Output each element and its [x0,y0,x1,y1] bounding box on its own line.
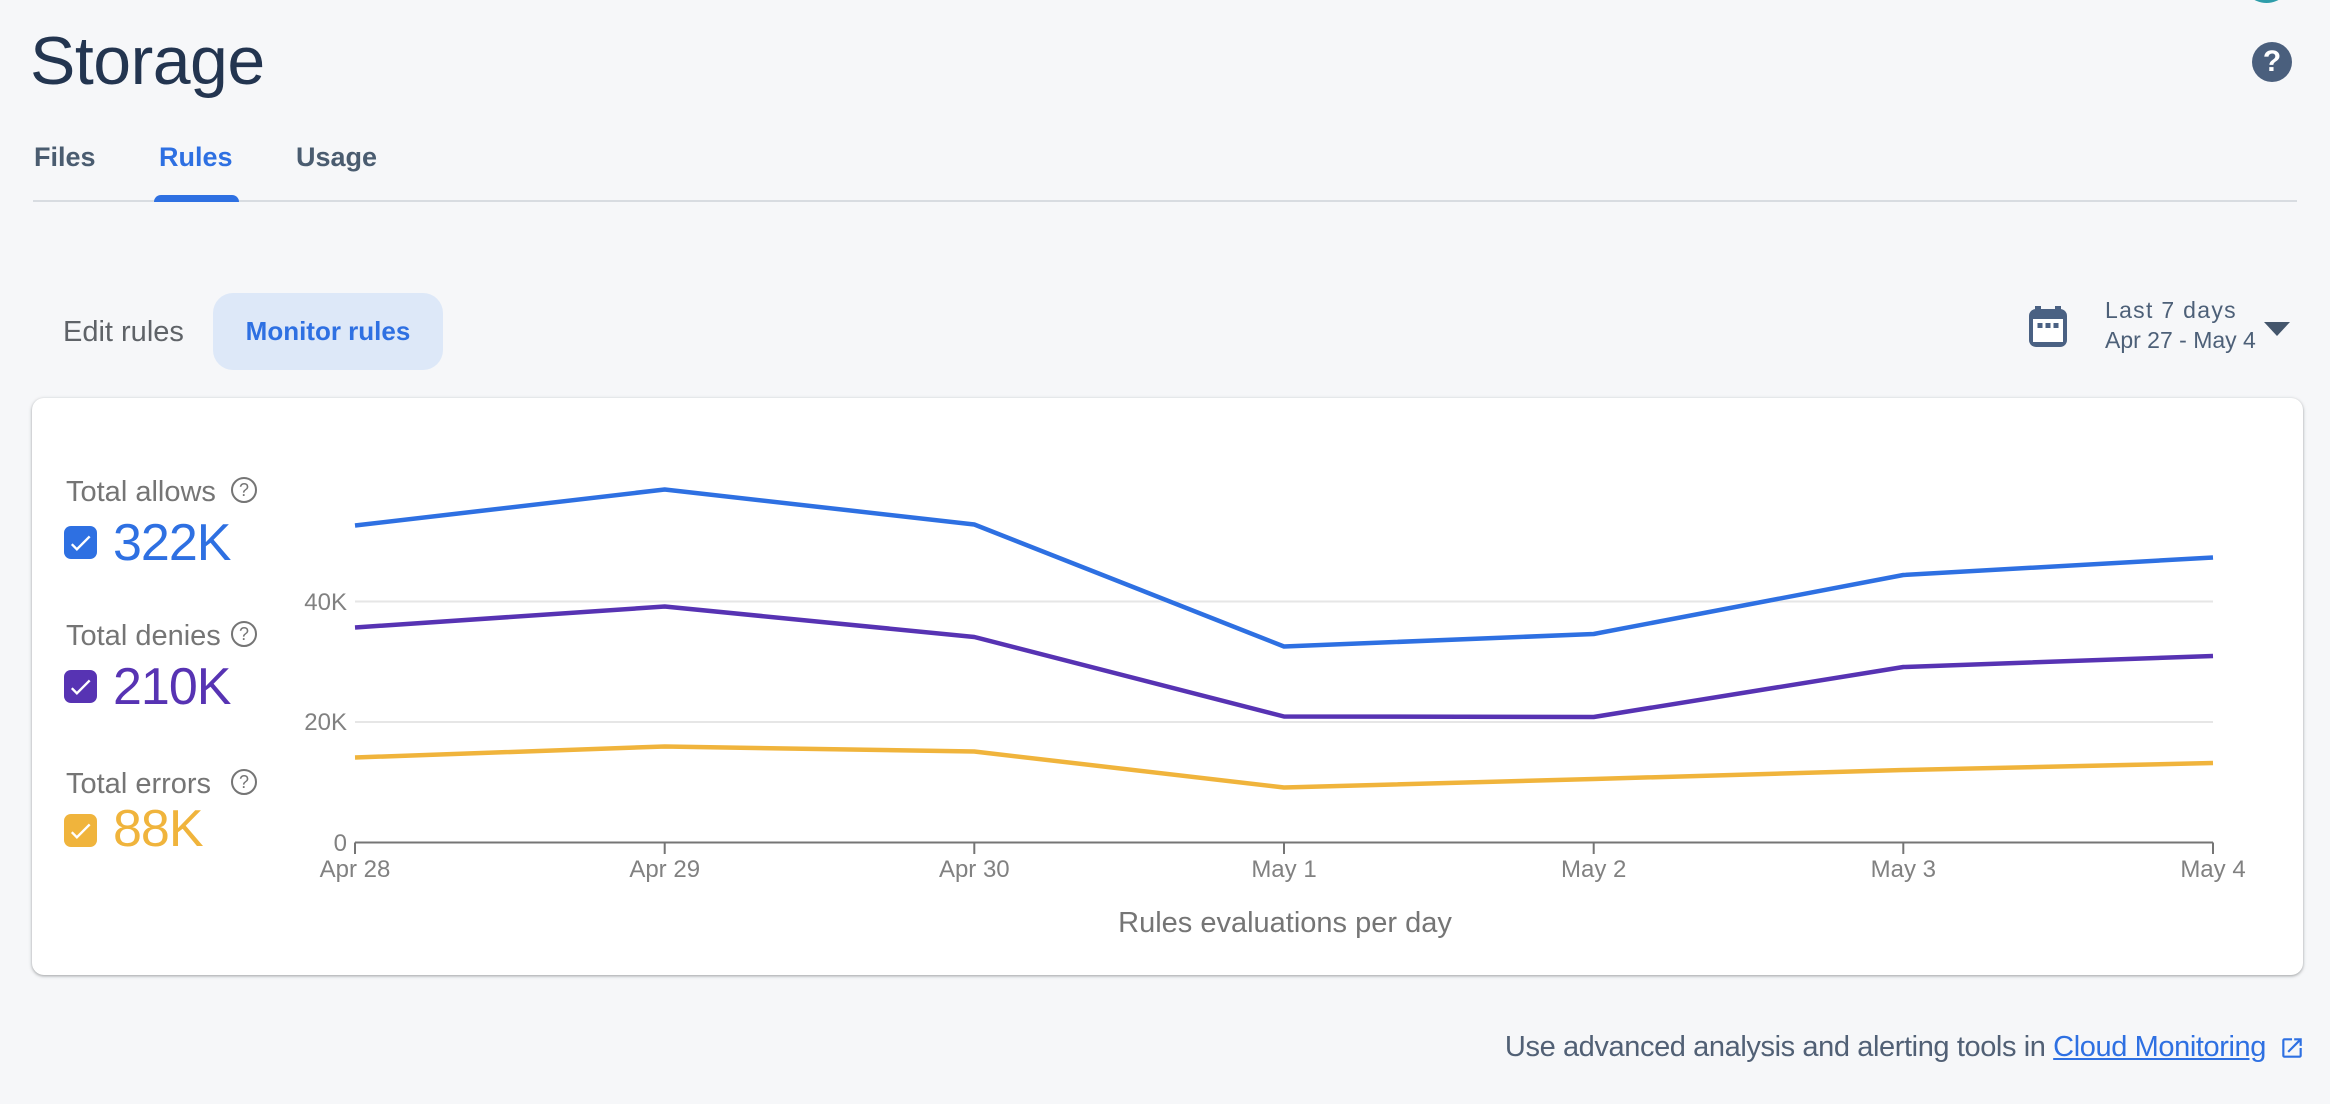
svg-text:Apr 28: Apr 28 [320,856,391,883]
svg-text:Apr 30: Apr 30 [939,856,1010,883]
svg-text:20K: 20K [304,709,347,736]
svg-text:May 4: May 4 [2180,856,2245,883]
svg-text:May 2: May 2 [1561,856,1626,883]
svg-text:May 1: May 1 [1251,856,1316,883]
svg-text:Rules evaluations per day: Rules evaluations per day [1118,907,1452,939]
svg-text:40K: 40K [304,589,347,616]
svg-text:0: 0 [334,830,347,857]
svg-text:May 3: May 3 [1871,856,1936,883]
svg-text:Apr 29: Apr 29 [629,856,700,883]
